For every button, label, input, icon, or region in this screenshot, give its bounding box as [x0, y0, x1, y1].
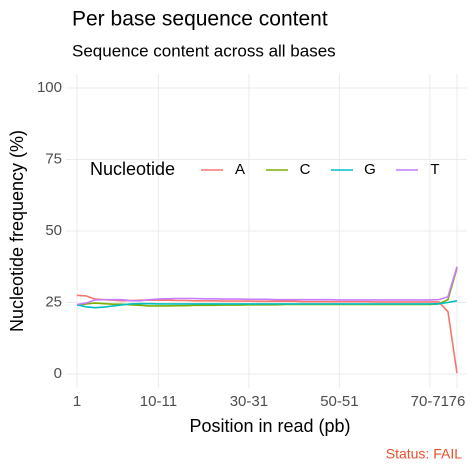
x-axis-title: Position in read (pb) [189, 416, 350, 436]
x-tick-label: 70-71 [411, 393, 449, 410]
y-tick-label: 75 [45, 150, 62, 167]
chart-title: Per base sequence content [72, 8, 328, 31]
x-tick-label: 10-11 [140, 393, 177, 410]
y-tick-label: 0 [54, 365, 62, 382]
x-tick-label: 76 [449, 393, 466, 410]
legend-title: Nucleotide [90, 159, 175, 179]
x-tick-label: 50-51 [320, 393, 358, 410]
legend-label: G [364, 161, 376, 178]
y-tick-label: 25 [45, 293, 62, 310]
x-tick-label: 30-31 [230, 393, 268, 410]
legend-label: T [430, 161, 439, 178]
y-tick-label: 50 [45, 222, 62, 239]
y-tick-label: 100 [37, 79, 62, 96]
chart-subtitle: Sequence content across all bases [72, 41, 336, 60]
status: Status: FAIL [386, 446, 462, 462]
legend-label: C [300, 161, 311, 178]
legend-label: A [235, 161, 245, 178]
series-line [76, 266, 458, 306]
series-line [76, 299, 458, 309]
x-tick-label: 1 [73, 393, 81, 410]
y-axis-title: Nucleotide frequency (%) [7, 130, 27, 332]
